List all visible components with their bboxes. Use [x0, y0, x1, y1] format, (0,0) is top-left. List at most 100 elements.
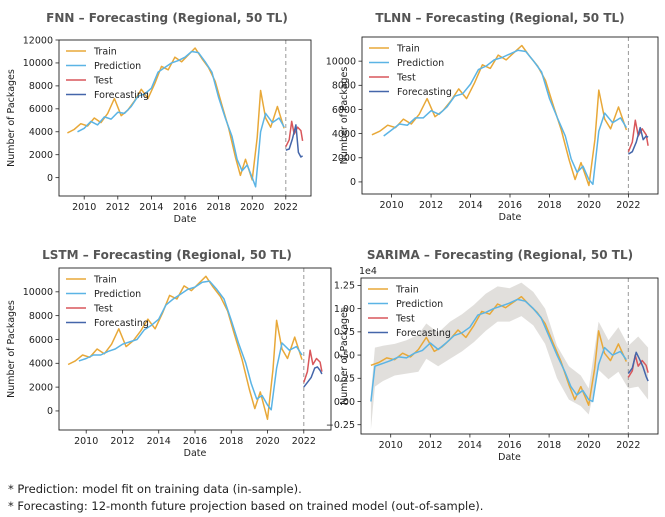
x-tick-label: 2018: [219, 436, 243, 447]
y-tick-label: 8000: [29, 81, 53, 92]
x-axis-label: Date: [184, 448, 207, 459]
legend-label-forecasting: Forecasting: [397, 87, 452, 98]
y-tick-label: 0.25: [334, 374, 355, 385]
x-tick-label: 2018: [207, 202, 231, 213]
x-tick-label: 2014: [147, 436, 171, 447]
chart-title: SARIMA – Forecasting (Regional, 50 TL): [367, 248, 633, 262]
chart-title: LSTM – Forecasting (Regional, 50 TL): [42, 248, 292, 262]
x-tick-label: 2020: [240, 202, 264, 213]
legend-label-prediction: Prediction: [94, 61, 141, 72]
y-tick-label: 0: [47, 173, 53, 184]
x-axis-label: Date: [499, 212, 522, 223]
y-tick-label: 10000: [23, 287, 53, 298]
y-tick-label: 4000: [332, 129, 356, 140]
y-tick-label: 0.75: [334, 327, 355, 338]
plot-area: [67, 268, 323, 430]
x-tick-label: 2018: [537, 440, 561, 451]
chart-title: FNN – Forecasting (Regional, 50 TL): [46, 11, 288, 25]
x-tick-label: 2018: [537, 200, 561, 211]
y-tick-label: 6000: [332, 105, 356, 116]
legend-label-train: Train: [396, 44, 420, 55]
y-tick-label: 10000: [23, 58, 53, 69]
series-test: [303, 349, 323, 383]
x-tick-label: 2012: [110, 436, 134, 447]
legend: Train Prediction Test Forecasting: [368, 285, 451, 339]
x-tick-label: 2020: [577, 440, 601, 451]
x-tick-label: 2020: [577, 200, 601, 211]
y-axis-label: Number of Packages: [6, 69, 17, 167]
x-tick-label: 2022: [292, 436, 316, 447]
footnote-forecasting: * Forecasting: 12-month future projectio…: [8, 499, 484, 513]
x-tick-label: 2010: [72, 202, 96, 213]
x-tick-label: 2014: [458, 200, 482, 211]
legend: Train Prediction Test Forecasting: [66, 275, 149, 329]
legend: Train Prediction Test Forecasting: [369, 44, 452, 98]
plot-area: [67, 40, 304, 196]
legend-label-prediction: Prediction: [94, 289, 141, 300]
footnote-prediction: * Prediction: model fit on training data…: [8, 482, 302, 496]
legend-label-test: Test: [93, 76, 113, 87]
y-tick-label: 6000: [29, 104, 53, 115]
legend-label-train: Train: [93, 47, 117, 58]
y-tick-label: 4000: [29, 359, 53, 370]
legend-label-prediction: Prediction: [397, 58, 444, 69]
y-tick-label: 1.25: [334, 281, 355, 292]
legend-label-forecasting: Forecasting: [396, 328, 451, 339]
x-axis-label: Date: [498, 452, 521, 463]
series-test: [627, 354, 649, 378]
x-tick-label: 2022: [274, 202, 298, 213]
y-axis-label: Number of Packages: [339, 307, 350, 405]
legend-label-test: Test: [395, 314, 415, 325]
x-tick-label: 2010: [380, 200, 404, 211]
legend-label-forecasting: Forecasting: [94, 90, 149, 101]
x-tick-label: 2016: [498, 200, 522, 211]
y-tick-label: 1.00: [334, 304, 355, 315]
x-tick-label: 2012: [419, 200, 443, 211]
chart-sarima: SARIMA – Forecasting (Regional, 50 TL) 20…: [326, 248, 659, 463]
x-tick-label: 2022: [616, 200, 640, 211]
y-tick-label: −0.25: [326, 420, 355, 431]
legend-label-train: Train: [395, 285, 419, 296]
series-forecasting: [627, 351, 649, 382]
legend: Train Prediction Test Forecasting: [66, 47, 149, 101]
y-tick-label: 12000: [23, 35, 53, 46]
series-forecasting: [628, 126, 649, 155]
series-prediction: [383, 49, 628, 186]
x-tick-label: 2016: [497, 440, 521, 451]
y-tick-label: 0: [47, 406, 53, 417]
legend-label-forecasting: Forecasting: [94, 318, 149, 329]
y-tick-label: 2000: [29, 382, 53, 393]
x-tick-label: 2020: [255, 436, 279, 447]
y-tick-label: 4000: [29, 127, 53, 138]
x-tick-label: 2014: [458, 440, 482, 451]
legend-label-test: Test: [396, 73, 416, 84]
y-axis-label: Number of Packages: [6, 300, 17, 398]
y-axis-label: Number of Packages: [339, 67, 350, 165]
x-tick-label: 2010: [379, 440, 403, 451]
series-forecasting: [285, 124, 304, 158]
y-multiplier-label: 1e4: [359, 266, 377, 277]
series-train: [67, 275, 303, 421]
x-tick-label: 2012: [418, 440, 442, 451]
series-forecasting: [303, 366, 323, 388]
plot-area: [371, 37, 649, 194]
legend-label-train: Train: [93, 275, 117, 286]
y-tick-label: 10000: [326, 56, 356, 67]
x-tick-label: 2014: [139, 202, 163, 213]
chart-tlnn: TLNN – Forecasting (Regional, 50 TL) 2010…: [326, 11, 659, 223]
y-tick-label: 0.00: [334, 397, 355, 408]
series-prediction: [370, 298, 627, 403]
y-tick-label: 2000: [29, 150, 53, 161]
plot-area: [370, 278, 649, 434]
x-tick-label: 2016: [173, 202, 197, 213]
x-axis-label: Date: [174, 214, 197, 225]
legend-label-test: Test: [93, 304, 113, 315]
y-tick-label: 0: [350, 177, 356, 188]
y-tick-label: 8000: [332, 81, 356, 92]
y-tick-label: 6000: [29, 335, 53, 346]
y-tick-label: 8000: [29, 311, 53, 322]
x-tick-label: 2016: [183, 436, 207, 447]
chart-fnn: FNN – Forecasting (Regional, 50 TL) 2010 2…: [6, 11, 312, 225]
legend-label-prediction: Prediction: [396, 299, 443, 310]
